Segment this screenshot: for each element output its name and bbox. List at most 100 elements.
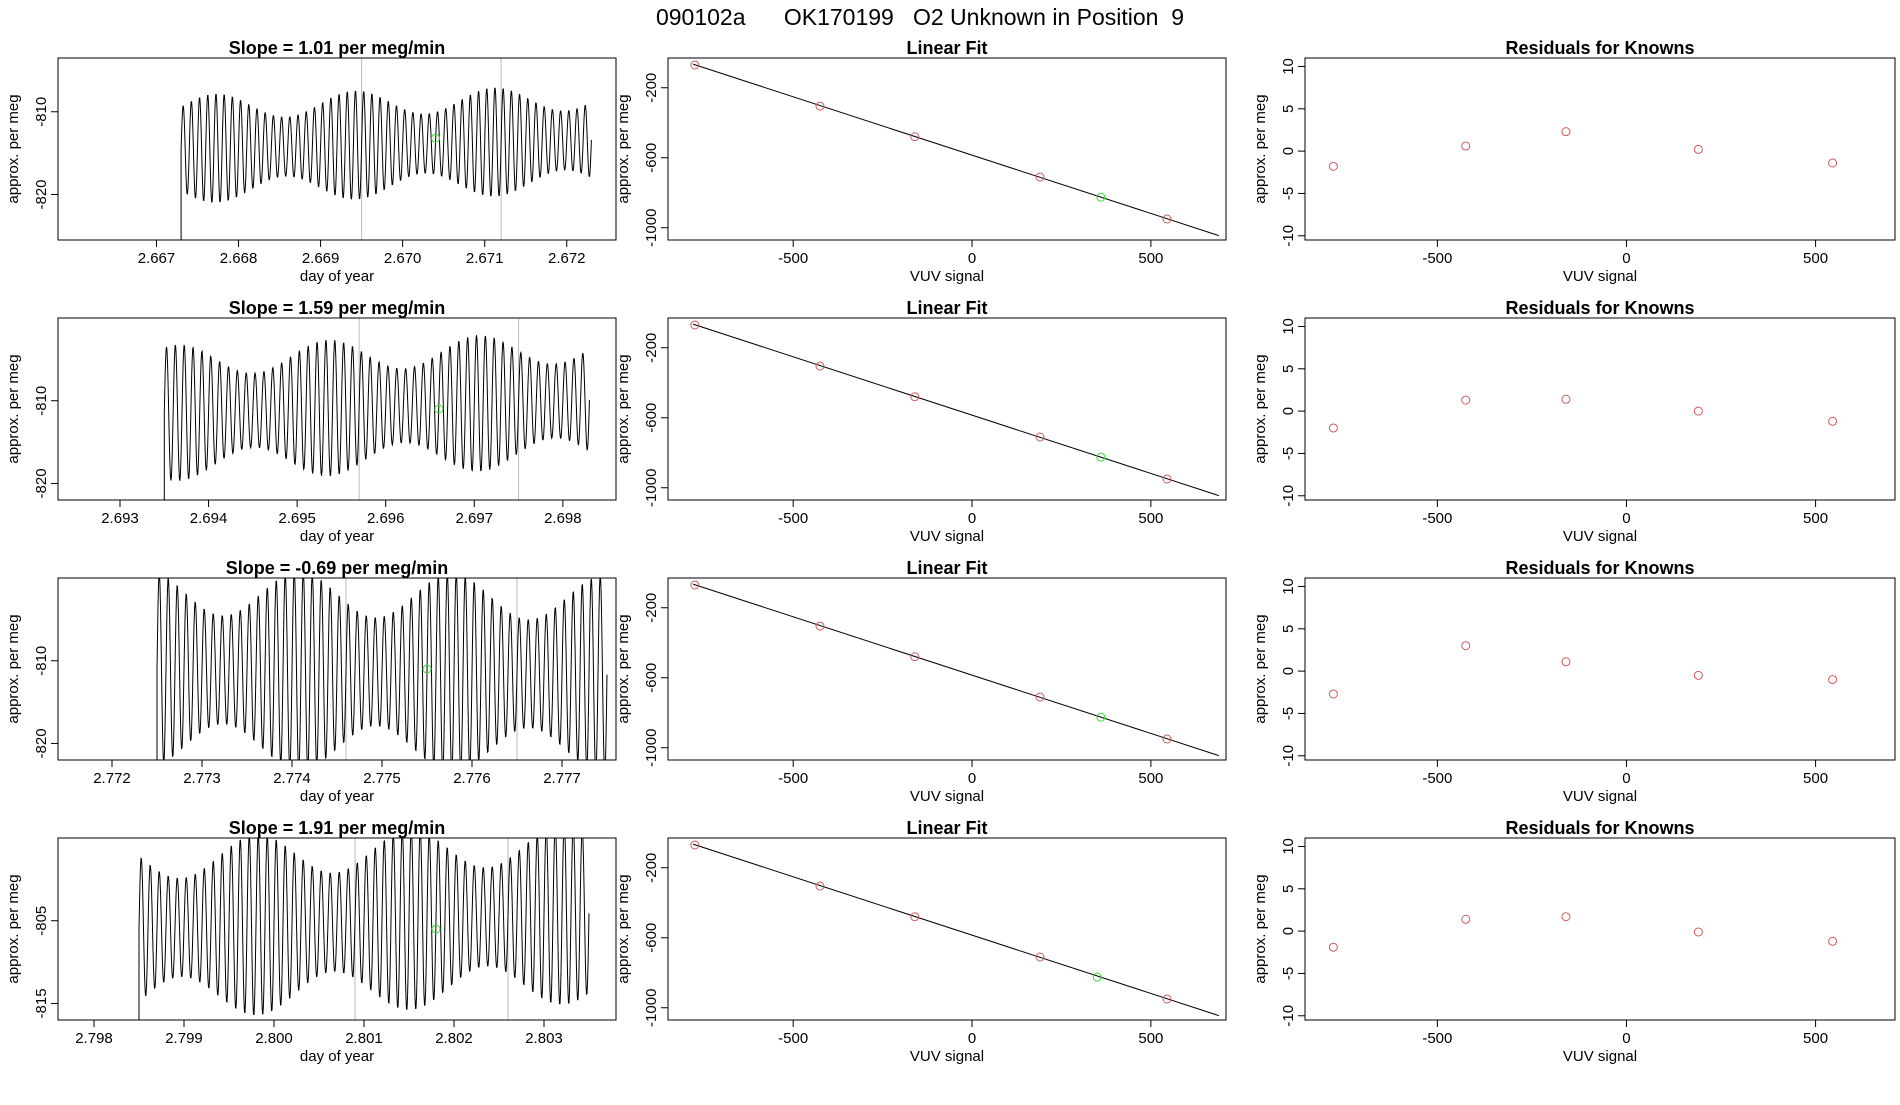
y-tick-label: -600 [643,143,660,173]
known-point [1828,675,1838,685]
x-tick-label: 500 [1803,770,1828,787]
known-point [815,101,825,111]
y-tick-label: -1000 [643,729,660,767]
unknown-point [430,133,440,143]
plot-area [156,578,608,760]
known-point [690,580,700,590]
known-point [1561,394,1571,404]
panel-title: Residuals for Knowns [1505,38,1694,58]
y-tick-label: -600 [643,403,660,433]
known-point [1035,172,1045,182]
time-series-panel-2 [51,317,617,507]
unknown-point [1092,972,1102,982]
x-tick-label: 2.696 [367,510,405,527]
x-tick-label: 2.802 [435,1030,473,1047]
y-tick-label: -815 [33,988,50,1018]
plot-frame [57,577,617,761]
x-tick-label: 2.800 [255,1030,293,1047]
time-series-trace [156,578,608,760]
x-tick-label: 2.774 [273,770,311,787]
x-tick-label: 0 [968,510,976,527]
x-tick-label: 0 [968,250,976,267]
y-tick-label: -1000 [643,469,660,507]
linear-fit-panel-2 [661,317,1227,507]
y-tick-label: -810 [33,386,50,416]
panel-title: Residuals for Knowns [1505,298,1694,318]
x-axis-label: VUV signal [910,788,984,805]
y-tick-label: -1000 [643,209,660,247]
known-point [1693,927,1703,937]
y-tick-label: 0 [1280,147,1297,155]
x-tick-label: 0 [1622,770,1630,787]
y-axis-label: approx. per meg [5,614,22,723]
y-tick-label: -10 [1280,745,1297,767]
x-tick-label: 2.776 [453,770,491,787]
plot-area [690,60,1220,237]
residuals-panel-2 [1298,317,1896,507]
y-tick-label: -5 [1280,187,1297,200]
x-tick-label: -500 [1422,250,1452,267]
known-point [910,392,920,402]
panel-title: Linear Fit [906,38,987,58]
known-point [1461,395,1471,405]
plot-frame [1304,57,1896,241]
y-tick-label: 0 [1280,667,1297,675]
known-point [1328,689,1338,699]
known-point [1693,406,1703,416]
y-axis-label: approx. per meg [5,874,22,983]
residuals-panel-3 [1298,577,1896,767]
x-axis-label: VUV signal [1563,528,1637,545]
page-title: 090102a OK170199 O2 Unknown in Position … [656,4,1184,30]
x-tick-label: 500 [1138,1030,1163,1047]
x-tick-label: 500 [1138,770,1163,787]
unknown-point [1096,712,1106,722]
y-tick-label: -820 [33,728,50,758]
known-point [1828,936,1838,946]
plot-area [180,58,592,240]
y-tick-label: -200 [643,333,660,363]
known-point [1035,432,1045,442]
panel-title: Residuals for Knowns [1505,818,1694,838]
known-point [1828,158,1838,168]
plot-area [163,318,590,500]
x-tick-label: 0 [1622,250,1630,267]
x-tick-label: -500 [778,510,808,527]
known-point [1162,734,1172,744]
x-tick-label: 2.668 [220,250,258,267]
y-axis-label: approx. per meg [5,354,22,463]
x-tick-label: 2.799 [165,1030,203,1047]
x-tick-label: -500 [1422,510,1452,527]
fit-line [692,583,1220,757]
y-axis-label: approx. per meg [615,94,632,203]
linear-fit-panel-1 [661,57,1227,247]
x-tick-label: 2.801 [345,1030,383,1047]
x-axis-label: VUV signal [910,1048,984,1065]
x-tick-label: 2.693 [101,510,139,527]
y-tick-label: -200 [643,853,660,883]
x-tick-label: 2.670 [384,250,422,267]
y-tick-label: 5 [1280,365,1297,373]
y-axis-label: approx. per meg [1252,354,1269,463]
panel-title: Linear Fit [906,818,987,838]
y-tick-label: -5 [1280,707,1297,720]
y-tick-label: 10 [1280,58,1297,75]
x-tick-label: 0 [1622,510,1630,527]
y-tick-label: 5 [1280,105,1297,113]
plot-area [1328,394,1838,433]
y-tick-label: -10 [1280,1005,1297,1027]
unknown-point [1096,452,1106,462]
y-axis-label: approx. per meg [615,874,632,983]
x-tick-label: 2.798 [75,1030,113,1047]
panel-title: Linear Fit [906,298,987,318]
x-tick-label: -500 [778,250,808,267]
x-tick-label: 500 [1803,250,1828,267]
time-series-trace [163,335,590,500]
y-tick-label: -200 [643,73,660,103]
known-point [1328,161,1338,171]
fit-line [692,843,1220,1017]
unknown-point [422,664,432,674]
plot-frame [667,57,1227,241]
known-point [1162,994,1172,1004]
